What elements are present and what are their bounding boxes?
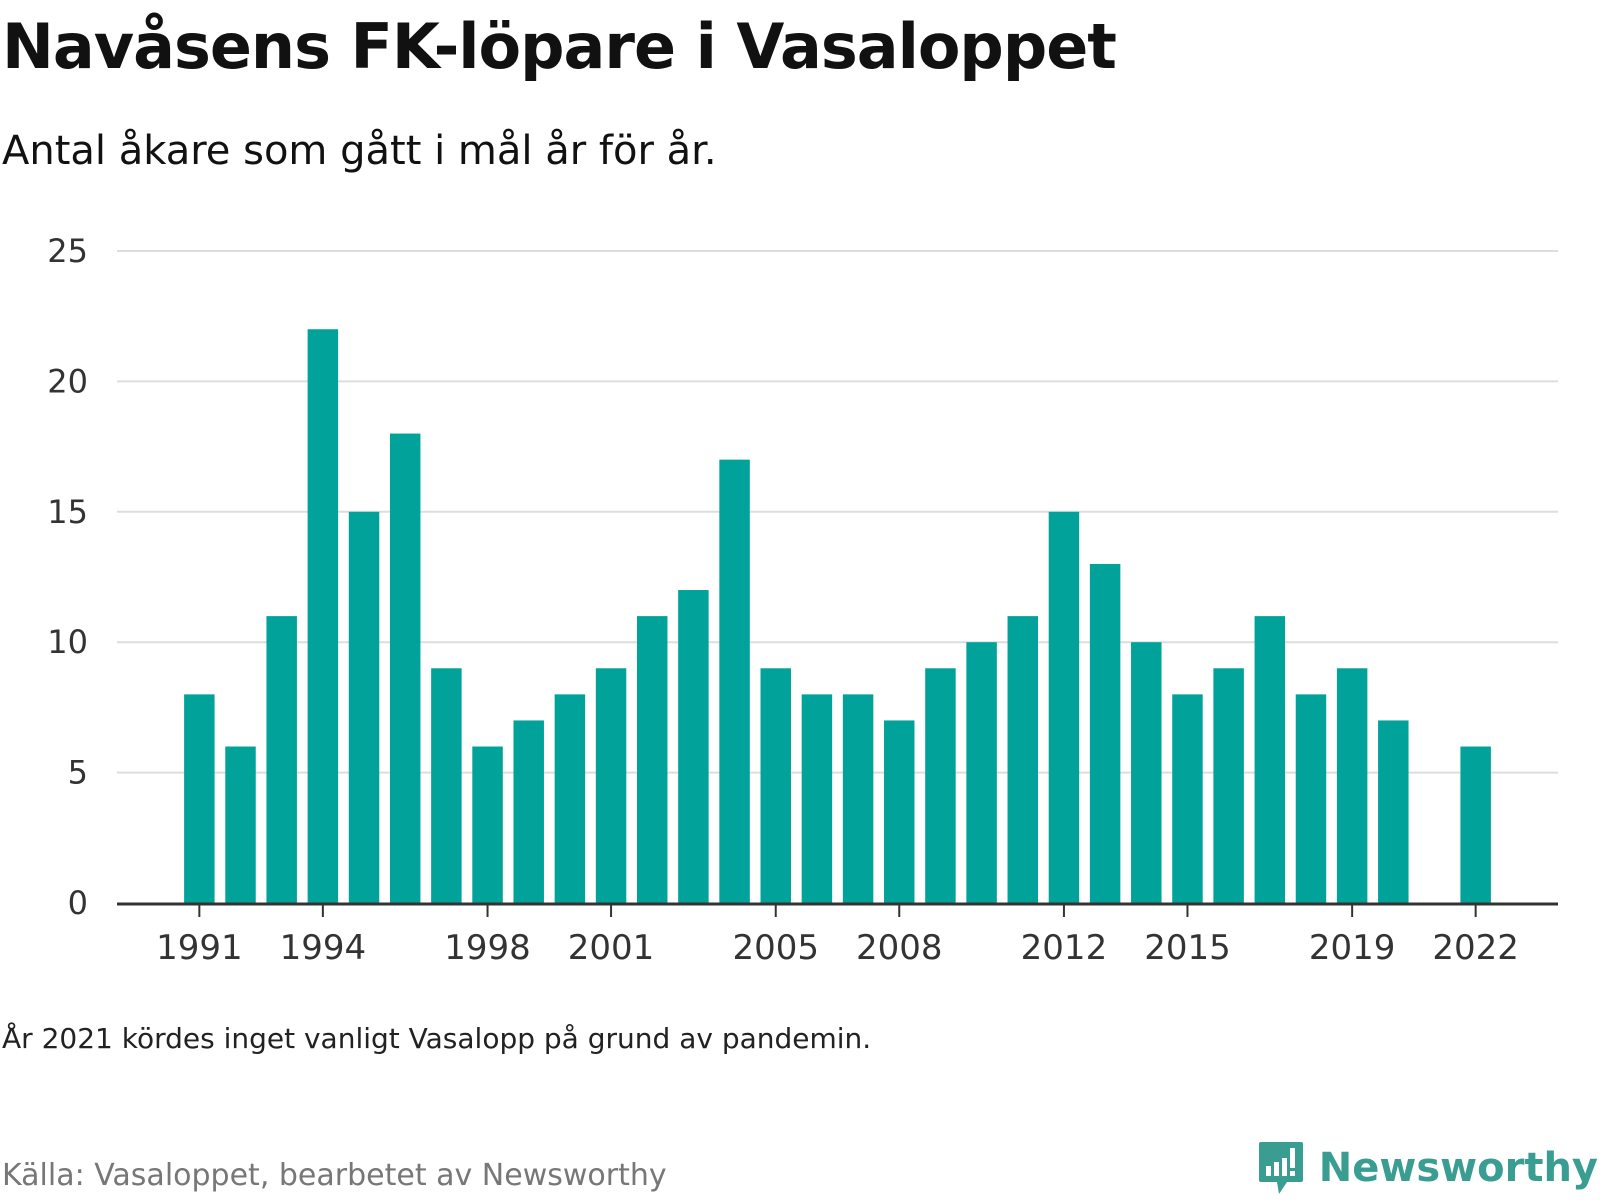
x-tick-label: 2005 <box>732 928 819 968</box>
chart-subtitle: Antal åkare som gått i mål år för år. <box>2 128 717 174</box>
bar-1995 <box>348 511 380 903</box>
y-tick-label: 10 <box>47 623 88 661</box>
source-credit: Källa: Vasaloppet, bearbetet av Newswort… <box>2 1158 667 1193</box>
x-tick-label: 2008 <box>856 928 943 968</box>
bar-1992 <box>225 746 256 903</box>
bar-2005 <box>760 668 791 903</box>
bar-2007 <box>842 694 874 903</box>
x-tick-label: 2019 <box>1309 928 1396 968</box>
x-tick-label: 2015 <box>1144 928 1231 968</box>
bar-2022 <box>1460 746 1491 903</box>
chart-title: Navåsens FK-löpare i Vasaloppet <box>2 10 1117 83</box>
bar-2004 <box>719 459 750 903</box>
x-axis-ticks: 1991 1994 1998 2001 2005 2008 2012 2015 2019 2022 <box>156 905 1519 968</box>
bar-2013 <box>1089 563 1121 903</box>
bar-2001 <box>595 668 627 903</box>
x-tick-label: 1998 <box>444 928 531 968</box>
chart-note: År 2021 kördes inget vanligt Vasalopp på… <box>2 1022 872 1055</box>
y-tick-label: 0 <box>68 884 88 922</box>
bar-2012 <box>1048 511 1080 903</box>
y-tick-label: 20 <box>47 362 88 400</box>
y-axis-ticks: 0 5 10 15 20 25 <box>47 232 88 922</box>
bar-2006 <box>801 694 833 903</box>
bar-1991 <box>184 694 215 903</box>
bar-1997 <box>431 668 462 903</box>
bar-2019 <box>1336 668 1368 903</box>
bar-2010 <box>966 642 997 903</box>
x-tick-label: 1994 <box>280 928 367 968</box>
bar-2015 <box>1172 694 1203 903</box>
bar-2020 <box>1378 720 1409 903</box>
bar-1994 <box>307 329 339 903</box>
bar-1993 <box>266 616 297 903</box>
x-tick-label: 2022 <box>1432 928 1519 968</box>
bar-2003 <box>678 590 709 903</box>
bar-1999 <box>513 720 544 903</box>
bars <box>184 329 1491 903</box>
bar-2009 <box>925 668 956 903</box>
y-tick-label: 25 <box>47 232 88 270</box>
bar-2002 <box>636 616 668 903</box>
y-tick-label: 15 <box>47 493 88 531</box>
brand-logo: Newsworthy <box>1257 1140 1598 1196</box>
bar-2016 <box>1213 668 1244 903</box>
bar-1998 <box>472 746 503 903</box>
y-tick-label: 5 <box>68 754 88 792</box>
x-tick-label: 1991 <box>156 928 243 968</box>
bar-2011 <box>1007 616 1039 903</box>
x-tick-label: 2001 <box>568 928 655 968</box>
bar-2008 <box>884 720 915 903</box>
bar-chart: 0 5 10 15 20 25 1991 1994 1998 2001 2005 2008 2012 2… <box>47 232 1558 968</box>
brand-name: Newsworthy <box>1318 1145 1598 1191</box>
bar-2018 <box>1295 694 1327 903</box>
x-tick-label: 2012 <box>1021 928 1108 968</box>
bar-1996 <box>389 433 421 903</box>
bar-2014 <box>1131 642 1162 903</box>
bar-2017 <box>1254 616 1286 903</box>
newsworthy-logo-icon <box>1258 1142 1303 1194</box>
bar-2000 <box>554 694 586 903</box>
